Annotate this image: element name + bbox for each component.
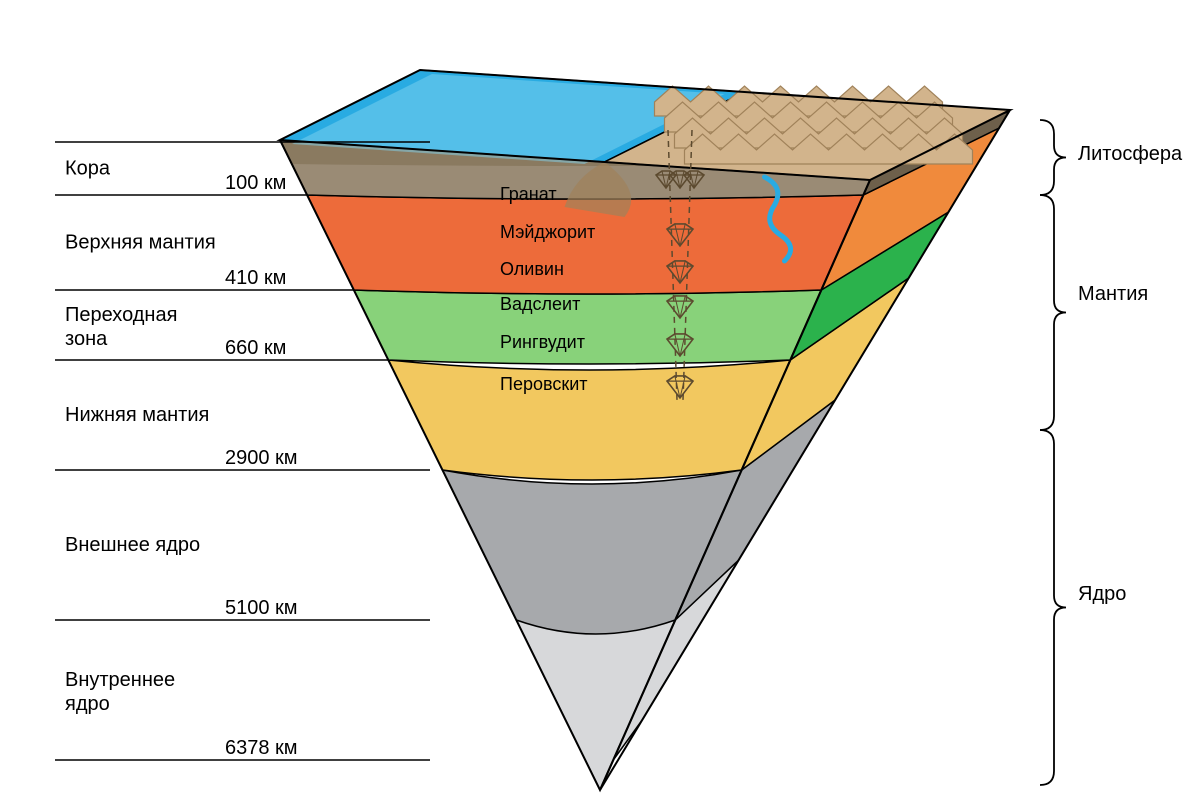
group-label-0: Литосфера xyxy=(1078,143,1183,165)
depth-inner_core: 6378 км xyxy=(225,737,298,759)
mineral-3: Вадслеит xyxy=(500,294,580,314)
layer-front-lower_mantle xyxy=(388,360,790,480)
layer-name-upper_mantle: Верхняя мантия xyxy=(65,232,216,254)
layer-name-transition-2: зона xyxy=(65,328,108,350)
layer-name-crust: Кора xyxy=(65,158,111,180)
depth-lower_mantle: 2900 км xyxy=(225,447,298,469)
brace-2 xyxy=(1040,430,1066,785)
mineral-4: Рингвудит xyxy=(500,332,585,352)
mineral-1: Мэйджорит xyxy=(500,222,595,242)
mineral-5: Перовскит xyxy=(500,374,588,394)
mineral-0: Гранат xyxy=(500,184,557,204)
layer-name-lower_mantle: Нижняя мантия xyxy=(65,404,209,426)
layer-front-transition xyxy=(354,290,821,364)
depth-upper_mantle: 410 км xyxy=(225,267,286,289)
brace-1 xyxy=(1040,195,1066,430)
depth-crust: 100 км xyxy=(225,172,286,194)
group-label-2: Ядро xyxy=(1078,583,1126,605)
layer-name-outer_core: Внешнее ядро xyxy=(65,534,200,556)
mineral-2: Оливин xyxy=(500,259,564,279)
depth-transition: 660 км xyxy=(225,337,286,359)
brace-0 xyxy=(1040,120,1066,195)
layer-name-inner_core: Внутреннее xyxy=(65,669,175,691)
layer-name-transition: Переходная xyxy=(65,304,177,326)
layer-name-inner_core-2: ядро xyxy=(65,693,110,715)
group-label-1: Мантия xyxy=(1078,283,1148,305)
depth-outer_core: 5100 км xyxy=(225,597,298,619)
